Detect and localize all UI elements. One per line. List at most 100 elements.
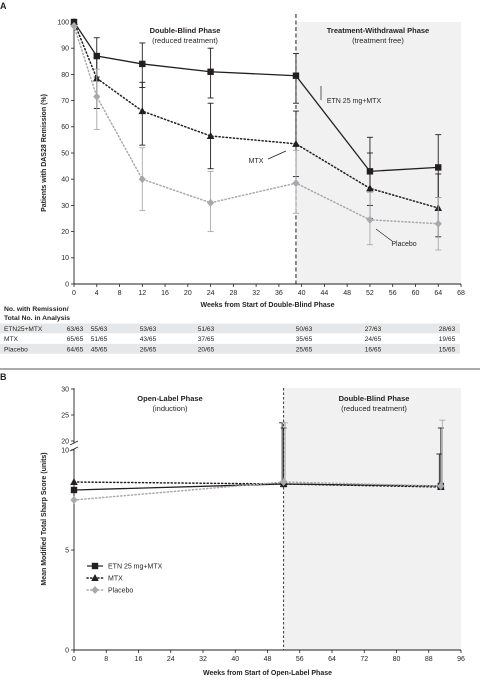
y-tick-label: 0 (65, 281, 69, 288)
x-axis-title: Weeks from Start of Double-Blind Phase (200, 302, 334, 309)
y-tick-label: 100 (57, 19, 69, 26)
x-tick-label: 56 (389, 290, 397, 297)
y-tick-label: 90 (61, 46, 69, 53)
data-point (70, 496, 78, 504)
data-point (93, 92, 101, 101)
table-cell: 15/65 (439, 346, 456, 353)
x-tick-label: 8 (118, 290, 122, 297)
x-tick-label: 8 (104, 656, 108, 663)
data-point (434, 219, 442, 228)
x-tick-label: 60 (412, 290, 420, 297)
y-axis-title: Mean Modified Total Sharp Score (units) (41, 452, 48, 585)
legend-label: Placebo (108, 588, 133, 595)
table-cell: 16/65 (365, 346, 382, 353)
y-tick-label: 80 (61, 72, 69, 79)
table-cell: 20/65 (198, 346, 215, 353)
series-label: MTX (249, 158, 264, 165)
phase-subtitle: (induction) (152, 404, 188, 413)
phase-title: Double-Blind Phase (150, 26, 221, 35)
table-cell: 63/63 (67, 326, 84, 333)
panel-a-table: No. with Remission/Total No. in Analysis… (0, 306, 460, 354)
table-cell: 35/65 (296, 336, 313, 343)
y-tick-label: 40 (61, 177, 69, 184)
x-tick-label: 40 (231, 656, 239, 663)
x-tick-label: 28 (229, 290, 237, 297)
data-point (280, 478, 288, 486)
data-point (70, 18, 78, 25)
x-tick-label: 16 (135, 656, 143, 663)
y-tick-label: 20 (61, 229, 69, 236)
shading (283, 388, 461, 650)
y-tick-label: 25 (61, 412, 69, 419)
x-tick-label: 56 (296, 656, 304, 663)
table-cell: 28/63 (439, 326, 456, 333)
x-tick-label: 40 (298, 290, 306, 297)
data-point (207, 68, 214, 75)
x-tick-label: 64 (434, 290, 442, 297)
x-axis-title: Weeks from Start of Open-Label Phase (203, 670, 332, 677)
legend-marker (91, 574, 99, 581)
x-tick-label: 68 (457, 290, 465, 297)
x-tick-label: 88 (425, 656, 433, 663)
x-tick-label: 64 (328, 656, 336, 663)
legend-label: ETN 25 mg+MTX (108, 564, 163, 571)
y-tick-label: 70 (61, 98, 69, 105)
data-point (437, 482, 445, 490)
x-tick-label: 32 (252, 290, 260, 297)
phase-title: Treatment-Withdrawal Phase (327, 26, 429, 35)
y-tick-label: 30 (61, 203, 69, 210)
series-label: ETN 25 mg+MTX (327, 98, 382, 105)
data-point (70, 486, 78, 494)
leader-line (375, 228, 393, 242)
y-tick-label: 50 (61, 150, 69, 157)
x-tick-label: 72 (360, 656, 368, 663)
table-cell: 51/63 (198, 326, 215, 333)
x-tick-label: 48 (343, 290, 351, 297)
table-header: No. with Remission/ (4, 306, 69, 313)
x-tick-label: 24 (207, 290, 215, 297)
phase-title: Double-Blind Phase (339, 394, 410, 403)
data-point (366, 184, 374, 192)
table-row-label: Placebo (4, 346, 28, 353)
table-cell: 24/65 (365, 336, 382, 343)
table-row-bg (0, 323, 460, 334)
axis-break-mark (69, 440, 79, 446)
y-tick-label: 20 (61, 438, 69, 445)
table-header: Total No. in Analysis (4, 315, 70, 322)
legend-marker (91, 562, 99, 570)
data-point (70, 478, 78, 485)
x-tick-label: 0 (72, 290, 76, 297)
y-tick-label: 5 (65, 547, 69, 554)
data-point (292, 72, 300, 79)
withdrawal-shading (295, 22, 461, 284)
legend-marker (91, 586, 99, 594)
table-cell: 65/65 (67, 336, 84, 343)
table-row-label: ETN25+MTX (4, 326, 43, 333)
legend-label: MTX (108, 576, 123, 583)
x-tick-label: 80 (393, 656, 401, 663)
y-tick-label: 60 (61, 124, 69, 131)
panel-label-b: B (0, 372, 7, 382)
phase-subtitle: (reduced treatment) (341, 404, 407, 413)
panel-b-chart: 0 5 10 20 25 30 0 8 16 24 32 40 48 56 64 72 80 88 96 Weeks … (41, 386, 465, 677)
x-tick-label: 48 (264, 656, 272, 663)
y-tick-label: 30 (61, 386, 69, 393)
x-tick-label: 24 (167, 656, 175, 663)
phase-subtitle: (reduced treatment) (152, 36, 218, 45)
leader-line (267, 150, 287, 160)
table-cell: 26/65 (140, 346, 157, 353)
x-tick-label: 0 (72, 656, 76, 663)
table-cell: 37/65 (198, 336, 215, 343)
table-cell: 25/65 (296, 346, 313, 353)
data-point (292, 139, 300, 147)
x-tick-label: 96 (457, 656, 465, 663)
panel-label-a: A (0, 1, 7, 11)
data-point (138, 107, 147, 115)
x-tick-label: 12 (138, 290, 146, 297)
data-point (366, 215, 374, 224)
phase-title: Open-Label Phase (137, 394, 202, 403)
table-cell: 53/63 (140, 326, 157, 333)
phase-subtitle: (treatment free) (352, 36, 404, 45)
